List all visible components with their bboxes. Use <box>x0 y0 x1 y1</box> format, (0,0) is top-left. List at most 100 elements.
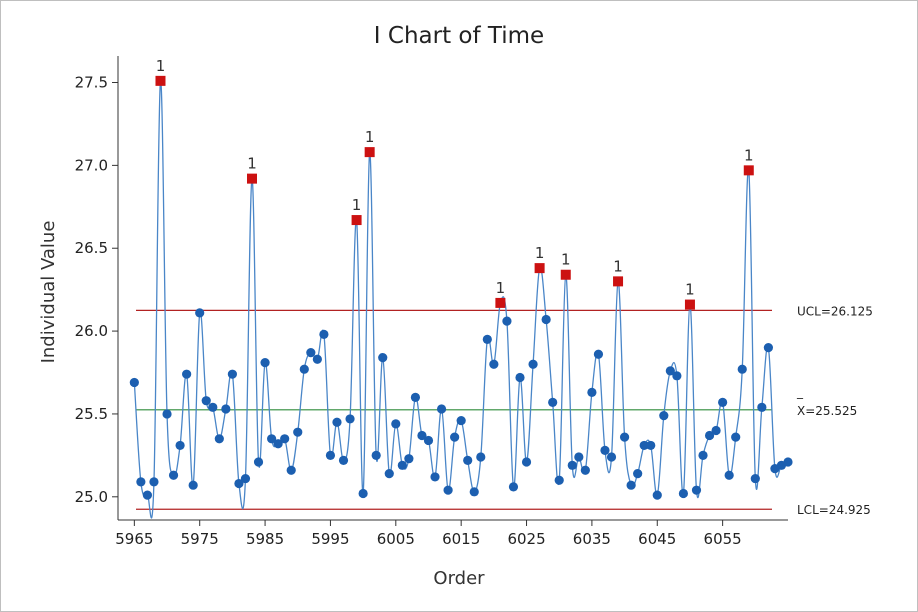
data-point <box>548 397 558 407</box>
y-tick-label: 26.5 <box>75 239 108 257</box>
data-point <box>626 480 636 490</box>
data-point <box>750 473 760 484</box>
flagged-point <box>684 299 695 310</box>
x-tick-label: 5975 <box>181 530 219 548</box>
axes: 5965 5975 5985 5995 6005 6015 6025 6035 6045 6055… <box>75 56 788 548</box>
flag-label: 1 <box>561 251 571 269</box>
data-point <box>593 349 604 359</box>
data-point <box>450 432 460 442</box>
data-point <box>188 480 198 490</box>
data-point <box>358 488 368 499</box>
x-tick-label: 5995 <box>311 530 349 548</box>
data-point <box>606 452 617 462</box>
data-point <box>731 432 741 442</box>
data-point <box>672 371 682 381</box>
ucl-label: UCL=26.125 <box>797 304 873 318</box>
data-point <box>436 404 447 414</box>
chart-title: I Chart of Time <box>374 23 544 49</box>
data-point <box>521 457 532 467</box>
data-point <box>325 450 336 460</box>
data-point <box>482 334 492 344</box>
x-axis-label: Order <box>433 568 485 589</box>
x-tick-label: 6055 <box>704 530 742 548</box>
data-point <box>763 343 773 353</box>
data-point <box>567 460 577 470</box>
data-point <box>312 354 322 364</box>
data-point <box>554 475 564 485</box>
data-point <box>691 485 702 495</box>
data-point <box>698 450 708 460</box>
flagged-point <box>743 165 754 176</box>
x-tick-label: 6005 <box>377 530 415 548</box>
data-point <box>149 477 159 487</box>
data-point <box>286 465 296 475</box>
control-limits: UCL=26.125 _ X=25.525 LCL=24.925 <box>136 304 873 517</box>
data-point <box>142 490 153 500</box>
data-point <box>541 314 551 325</box>
y-tick-label: 25.0 <box>75 488 108 506</box>
flagged-point <box>351 215 362 226</box>
data-point <box>306 348 316 358</box>
flag-label: 1 <box>535 244 545 262</box>
data-point <box>469 487 479 497</box>
data-point <box>384 469 394 479</box>
data-point <box>280 434 290 444</box>
data-point <box>711 425 721 436</box>
flag-label: 1 <box>352 196 362 214</box>
data-point <box>201 396 211 406</box>
flagged-point <box>560 269 571 280</box>
data-point <box>757 402 767 412</box>
data-point <box>652 490 662 500</box>
data-point <box>515 372 525 383</box>
data-point <box>234 478 244 489</box>
flagged-point <box>247 173 257 184</box>
center-label: X=25.525 <box>797 404 857 418</box>
flag-label: 1 <box>247 155 257 173</box>
data-point <box>338 455 349 465</box>
y-tick-label: 25.5 <box>75 405 108 423</box>
data-point <box>371 450 381 460</box>
data-point <box>423 435 434 446</box>
data-point <box>619 432 630 442</box>
data-point <box>378 353 388 363</box>
data-point <box>417 430 427 441</box>
data-point <box>718 397 728 407</box>
x-tick-label: 6045 <box>638 530 676 548</box>
data-point <box>463 455 473 465</box>
center-bar-label: _ <box>796 385 804 399</box>
flagged-point <box>155 75 166 86</box>
data-point <box>489 359 499 369</box>
data-point <box>168 470 179 480</box>
data-point <box>260 357 270 368</box>
data-point <box>783 457 793 467</box>
data-point <box>410 392 421 402</box>
data-point <box>175 440 185 451</box>
y-tick-label: 26.0 <box>75 322 108 340</box>
flagged-point <box>495 297 506 308</box>
flag-label: 1 <box>744 146 754 164</box>
data-point <box>227 369 237 379</box>
flag-label: 1 <box>613 257 623 275</box>
x-tick-label: 6035 <box>573 530 611 548</box>
data-point <box>724 470 734 480</box>
data-point <box>456 415 466 426</box>
data-point <box>476 452 486 462</box>
data-point <box>574 452 584 462</box>
data-point <box>443 485 453 495</box>
flagged-point <box>534 263 545 274</box>
data-point <box>502 316 512 326</box>
data-point <box>129 377 139 388</box>
data-point <box>332 417 342 427</box>
data-point <box>528 359 538 369</box>
data-point <box>633 469 643 479</box>
data-point <box>345 414 355 424</box>
data-point <box>221 404 231 414</box>
x-tick-label: 6025 <box>507 530 545 548</box>
flag-label: 1 <box>685 281 695 299</box>
data-point <box>319 329 329 339</box>
flag-label: 1 <box>496 279 506 297</box>
lcl-label: LCL=24.925 <box>797 503 871 517</box>
data-point <box>404 454 414 464</box>
